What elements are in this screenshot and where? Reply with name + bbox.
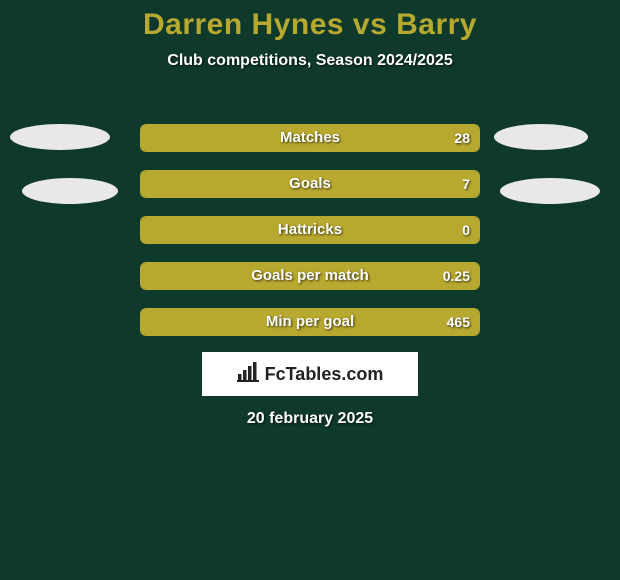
bar-fill bbox=[141, 309, 479, 335]
bar-track bbox=[140, 262, 480, 290]
stat-row: Goals7 bbox=[0, 170, 620, 216]
brand-badge: FcTables.com bbox=[202, 352, 418, 396]
bar-track bbox=[140, 216, 480, 244]
infographic-container: Darren Hynes vs Barry Club competitions,… bbox=[0, 0, 620, 580]
page-title: Darren Hynes vs Barry bbox=[0, 8, 620, 42]
date-text: 20 february 2025 bbox=[0, 410, 620, 428]
stat-row: Goals per match0.25 bbox=[0, 262, 620, 308]
bar-chart-icon bbox=[237, 362, 259, 387]
bar-fill bbox=[141, 263, 479, 289]
stat-row: Matches28 bbox=[0, 124, 620, 170]
subtitle: Club competitions, Season 2024/2025 bbox=[0, 52, 620, 70]
bar-track bbox=[140, 170, 480, 198]
brand-text: FcTables.com bbox=[265, 364, 384, 385]
bar-fill bbox=[141, 125, 479, 151]
stat-row: Min per goal465 bbox=[0, 308, 620, 354]
bar-track bbox=[140, 124, 480, 152]
bar-track bbox=[140, 308, 480, 336]
stat-row: Hattricks0 bbox=[0, 216, 620, 262]
bar-fill bbox=[141, 171, 479, 197]
bar-fill bbox=[141, 217, 479, 243]
